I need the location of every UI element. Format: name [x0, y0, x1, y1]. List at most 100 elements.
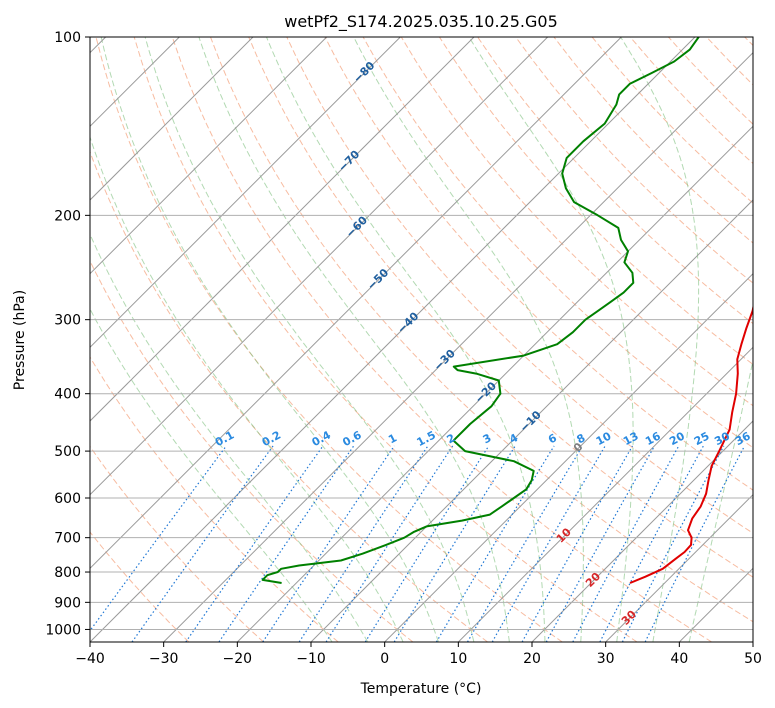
dry-adiabat	[90, 445, 264, 642]
mixing-ratio-line	[599, 445, 704, 642]
temperature-profile	[629, 303, 753, 584]
moist-adiabat	[620, 37, 700, 642]
isotherm-line	[678, 567, 753, 642]
dry-adiabat	[591, 37, 753, 204]
moist-adiabat	[468, 37, 634, 642]
axis-ticks: −40 −30 −20 −10 0 10 20 30 40 5010020030040050060…	[45, 30, 762, 667]
dry-adiabat	[90, 531, 190, 642]
y-axis-title: Pressure (hPa)	[12, 290, 28, 390]
mixing-ratio-line	[435, 445, 555, 642]
dry-adiabat	[400, 37, 753, 407]
dry-adiabat	[90, 259, 414, 642]
y-tick-label: 700	[54, 531, 81, 547]
isotherm-label: −80	[351, 59, 378, 86]
moist-adiabat	[90, 308, 333, 642]
mixing-ratio-line	[185, 445, 324, 642]
x-tick-label: 30	[597, 651, 615, 667]
mixing-ratio-label: 36	[733, 429, 753, 448]
chart-title: wetPf2_S174.2025.035.10.25.G05	[284, 12, 558, 32]
mixing-ratio-line	[644, 445, 746, 642]
y-tick-label: 100	[54, 30, 81, 46]
mixing-ratio-label: 3	[481, 431, 494, 446]
mixing-ratio-label: 20	[667, 429, 687, 448]
y-tick-label: 600	[54, 491, 81, 507]
x-tick-label: −30	[149, 651, 179, 667]
moist-adiabat	[90, 233, 369, 642]
isotherm-line	[163, 51, 753, 642]
dewpoint-profile	[261, 37, 700, 584]
dry-adiabat	[95, 37, 563, 642]
isotherm-label: −30	[431, 347, 458, 374]
mixing-ratio-label: 13	[621, 429, 641, 448]
isotherm-line	[90, 37, 549, 496]
moist-adiabat	[90, 135, 404, 642]
mixing-ratio-label: 25	[692, 429, 712, 448]
y-tick-label: 800	[54, 565, 81, 581]
mixing-ratio-line	[262, 445, 395, 642]
plot-frame	[89, 36, 754, 643]
isotherm-line	[457, 346, 753, 642]
isotherm-line	[90, 37, 254, 201]
x-tick-label: 0	[380, 651, 389, 667]
mixing-ratio-label: 0.2	[260, 429, 283, 450]
mixing-ratio-line	[521, 445, 634, 642]
mixing-ratio-label: 1.5	[415, 428, 438, 449]
y-tick-label: 500	[54, 444, 81, 460]
isotherm-line	[236, 125, 753, 642]
isotherm-label: 10	[554, 525, 574, 545]
mixing-ratio-line	[364, 445, 490, 642]
dry-adiabat	[210, 37, 753, 623]
mixing-ratio-line	[90, 445, 227, 632]
x-tick-label: −20	[223, 651, 253, 667]
mixing-ratio-line	[545, 445, 656, 642]
isotherm-line	[90, 37, 328, 275]
x-tick-label: 50	[744, 651, 762, 667]
x-tick-label: 40	[670, 651, 688, 667]
dry-adiabat	[133, 37, 638, 642]
mixing-ratio-line	[466, 445, 584, 642]
mixing-ratio-label: 0.6	[340, 428, 364, 449]
mixing-ratio-label: 16	[643, 429, 663, 448]
mixing-ratio-label: 0.4	[310, 428, 334, 449]
x-axis-title: Temperature (°C)	[360, 681, 482, 697]
mixing-ratio-line	[393, 445, 516, 642]
moist-adiabat	[100, 37, 439, 642]
moist-adiabat	[688, 358, 753, 642]
mixing-ratio-label: 0.1	[213, 428, 236, 449]
isotherm-line	[531, 420, 753, 642]
isotherm-label: −70	[336, 148, 363, 175]
isotherm-label: −100	[248, 9, 280, 41]
isotherm-line	[90, 37, 696, 642]
moist-adiabat	[353, 37, 584, 642]
isotherm-label: 20	[583, 570, 603, 590]
isotherm-label: 40	[660, 641, 680, 661]
isotherm-line	[90, 37, 401, 349]
x-tick-label: −10	[296, 651, 326, 667]
y-tick-label: 1000	[45, 622, 81, 638]
dry-adiabat	[438, 37, 753, 366]
moist-adiabat	[266, 37, 546, 642]
mixing-ratio-line	[131, 445, 274, 642]
isoline-labels: 0.1 0.2 0.4 0.6 1 1.5 2 3 4 6 8 10 13 16 20 25 30 36−100−…	[213, 9, 753, 661]
mixing-ratio-label: 6	[546, 431, 559, 446]
moist-adiabat	[198, 37, 510, 642]
isotherm-label: −40	[395, 309, 422, 336]
y-tick-label: 400	[54, 387, 81, 403]
x-tick-label: −40	[75, 651, 105, 667]
dry-adiabat	[515, 37, 753, 284]
y-tick-label: 900	[54, 595, 81, 611]
dry-adiabat	[248, 37, 753, 578]
y-tick-label: 300	[54, 313, 81, 329]
isotherm-label: −50	[365, 266, 392, 293]
isotherm-label: 30	[619, 607, 639, 627]
isotherm-line	[90, 37, 622, 570]
isotherm-line	[605, 493, 753, 642]
x-tick-label: 20	[523, 651, 541, 667]
dry-adiabat	[706, 37, 753, 86]
mixing-ratio-line	[218, 445, 355, 642]
mixing-ratio-label: 30	[712, 429, 732, 448]
mixing-ratio-line	[298, 445, 429, 642]
mixing-ratio-label: 10	[594, 429, 614, 448]
dry-adiabat	[90, 150, 488, 642]
